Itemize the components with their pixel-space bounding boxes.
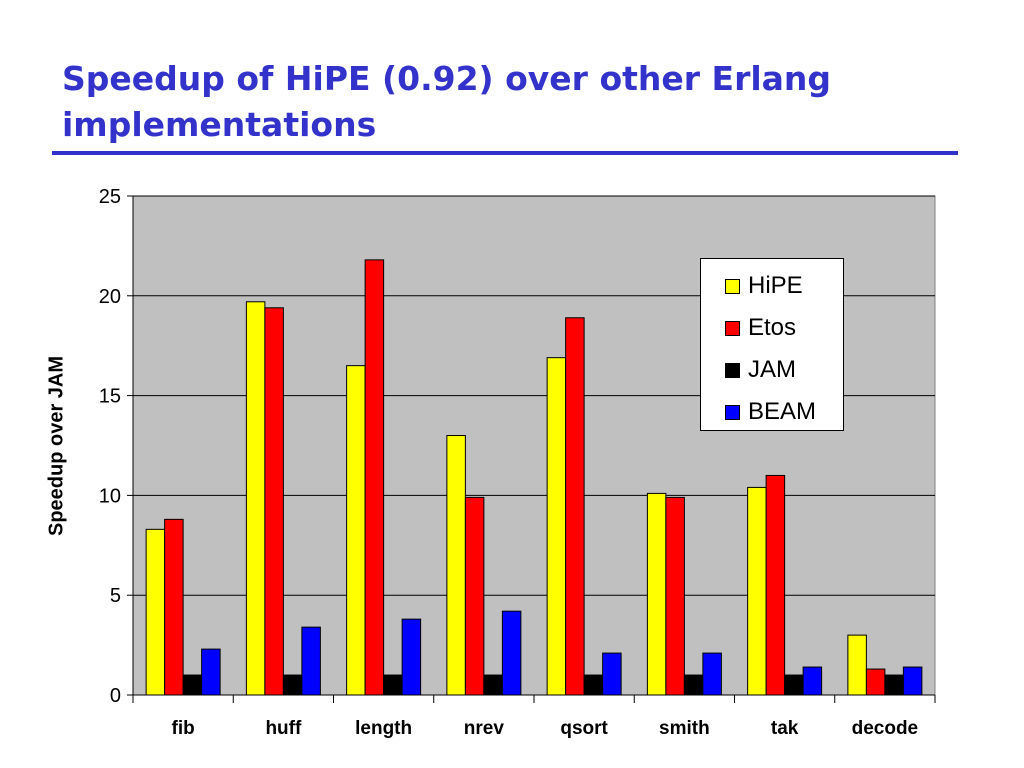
bar-etos-fib [164, 518, 184, 696]
x-tick-label: tak [771, 718, 799, 739]
bar-hipe-tak [747, 486, 767, 696]
legend-item-beam: BEAM [701, 391, 843, 433]
bar-etos-decode [865, 668, 886, 696]
legend-label: HiPE [748, 272, 803, 299]
bar-hipe-decode [847, 634, 867, 696]
bar-jam-length [383, 674, 403, 696]
bar-hipe-length [346, 365, 366, 696]
x-tick-label: length [355, 718, 412, 739]
bar-beam-qsort [602, 652, 622, 696]
legend-label: BEAM [748, 398, 817, 425]
legend-swatch [725, 278, 740, 294]
bar-etos-tak [765, 474, 786, 696]
legend-swatch [725, 362, 740, 378]
bar-jam-decode [884, 674, 904, 696]
bar-jam-smith [683, 674, 704, 696]
x-tick-label: decode [852, 718, 919, 739]
bar-hipe-huff [245, 301, 266, 696]
bar-jam-nrev [483, 674, 503, 696]
bar-beam-nrev [501, 610, 522, 696]
legend-swatch [725, 320, 740, 336]
x-tick-label: smith [659, 718, 710, 739]
bar-jam-qsort [583, 674, 604, 696]
bar-hipe-nrev [446, 435, 466, 696]
legend-item-etos: Etos [701, 307, 843, 349]
y-tick-label: 5 [110, 585, 121, 607]
y-tick-label: 25 [99, 186, 121, 208]
bar-beam-fib [201, 648, 221, 696]
slide-title-line2: implementations [62, 105, 377, 144]
bar-beam-decode [902, 666, 923, 696]
legend-label: JAM [748, 356, 796, 383]
legend-item-hipe: HiPE [701, 265, 843, 307]
legend-swatch [725, 404, 740, 420]
bar-hipe-smith [646, 492, 667, 696]
legend-item-jam: JAM [701, 349, 843, 391]
bar-jam-huff [282, 674, 303, 696]
bar-etos-smith [665, 496, 685, 696]
bar-beam-huff [301, 626, 321, 696]
chart-legend: HiPE Etos JAM BEAM [700, 258, 844, 431]
y-tick-label: 20 [99, 286, 121, 308]
x-tick-label: qsort [560, 718, 608, 739]
bar-etos-length [364, 259, 385, 696]
bar-etos-qsort [565, 317, 585, 696]
bar-beam-length [401, 618, 422, 696]
title-underline [52, 151, 958, 155]
x-tick-label: huff [265, 718, 302, 739]
bar-hipe-fib [145, 528, 166, 696]
x-tick-label: nrev [464, 718, 505, 739]
slide-title: Speedup of HiPE (0.92) over other Erlang… [62, 56, 962, 148]
bar-jam-tak [784, 674, 804, 696]
y-tick-label: 0 [110, 685, 121, 707]
y-axis-label: Speedup over JAM [45, 355, 68, 537]
y-tick-label: 15 [99, 386, 121, 408]
legend-label: Etos [748, 314, 797, 341]
bar-jam-fib [182, 674, 203, 696]
bar-etos-nrev [464, 496, 485, 696]
bar-beam-smith [702, 652, 722, 696]
x-tick-label: fib [172, 718, 195, 739]
bar-etos-huff [264, 307, 284, 696]
bar-beam-tak [802, 666, 823, 696]
bar-hipe-qsort [546, 357, 567, 696]
slide-title-line1: Speedup of HiPE (0.92) over other Erlang [62, 59, 832, 98]
y-tick-label: 10 [99, 485, 121, 507]
